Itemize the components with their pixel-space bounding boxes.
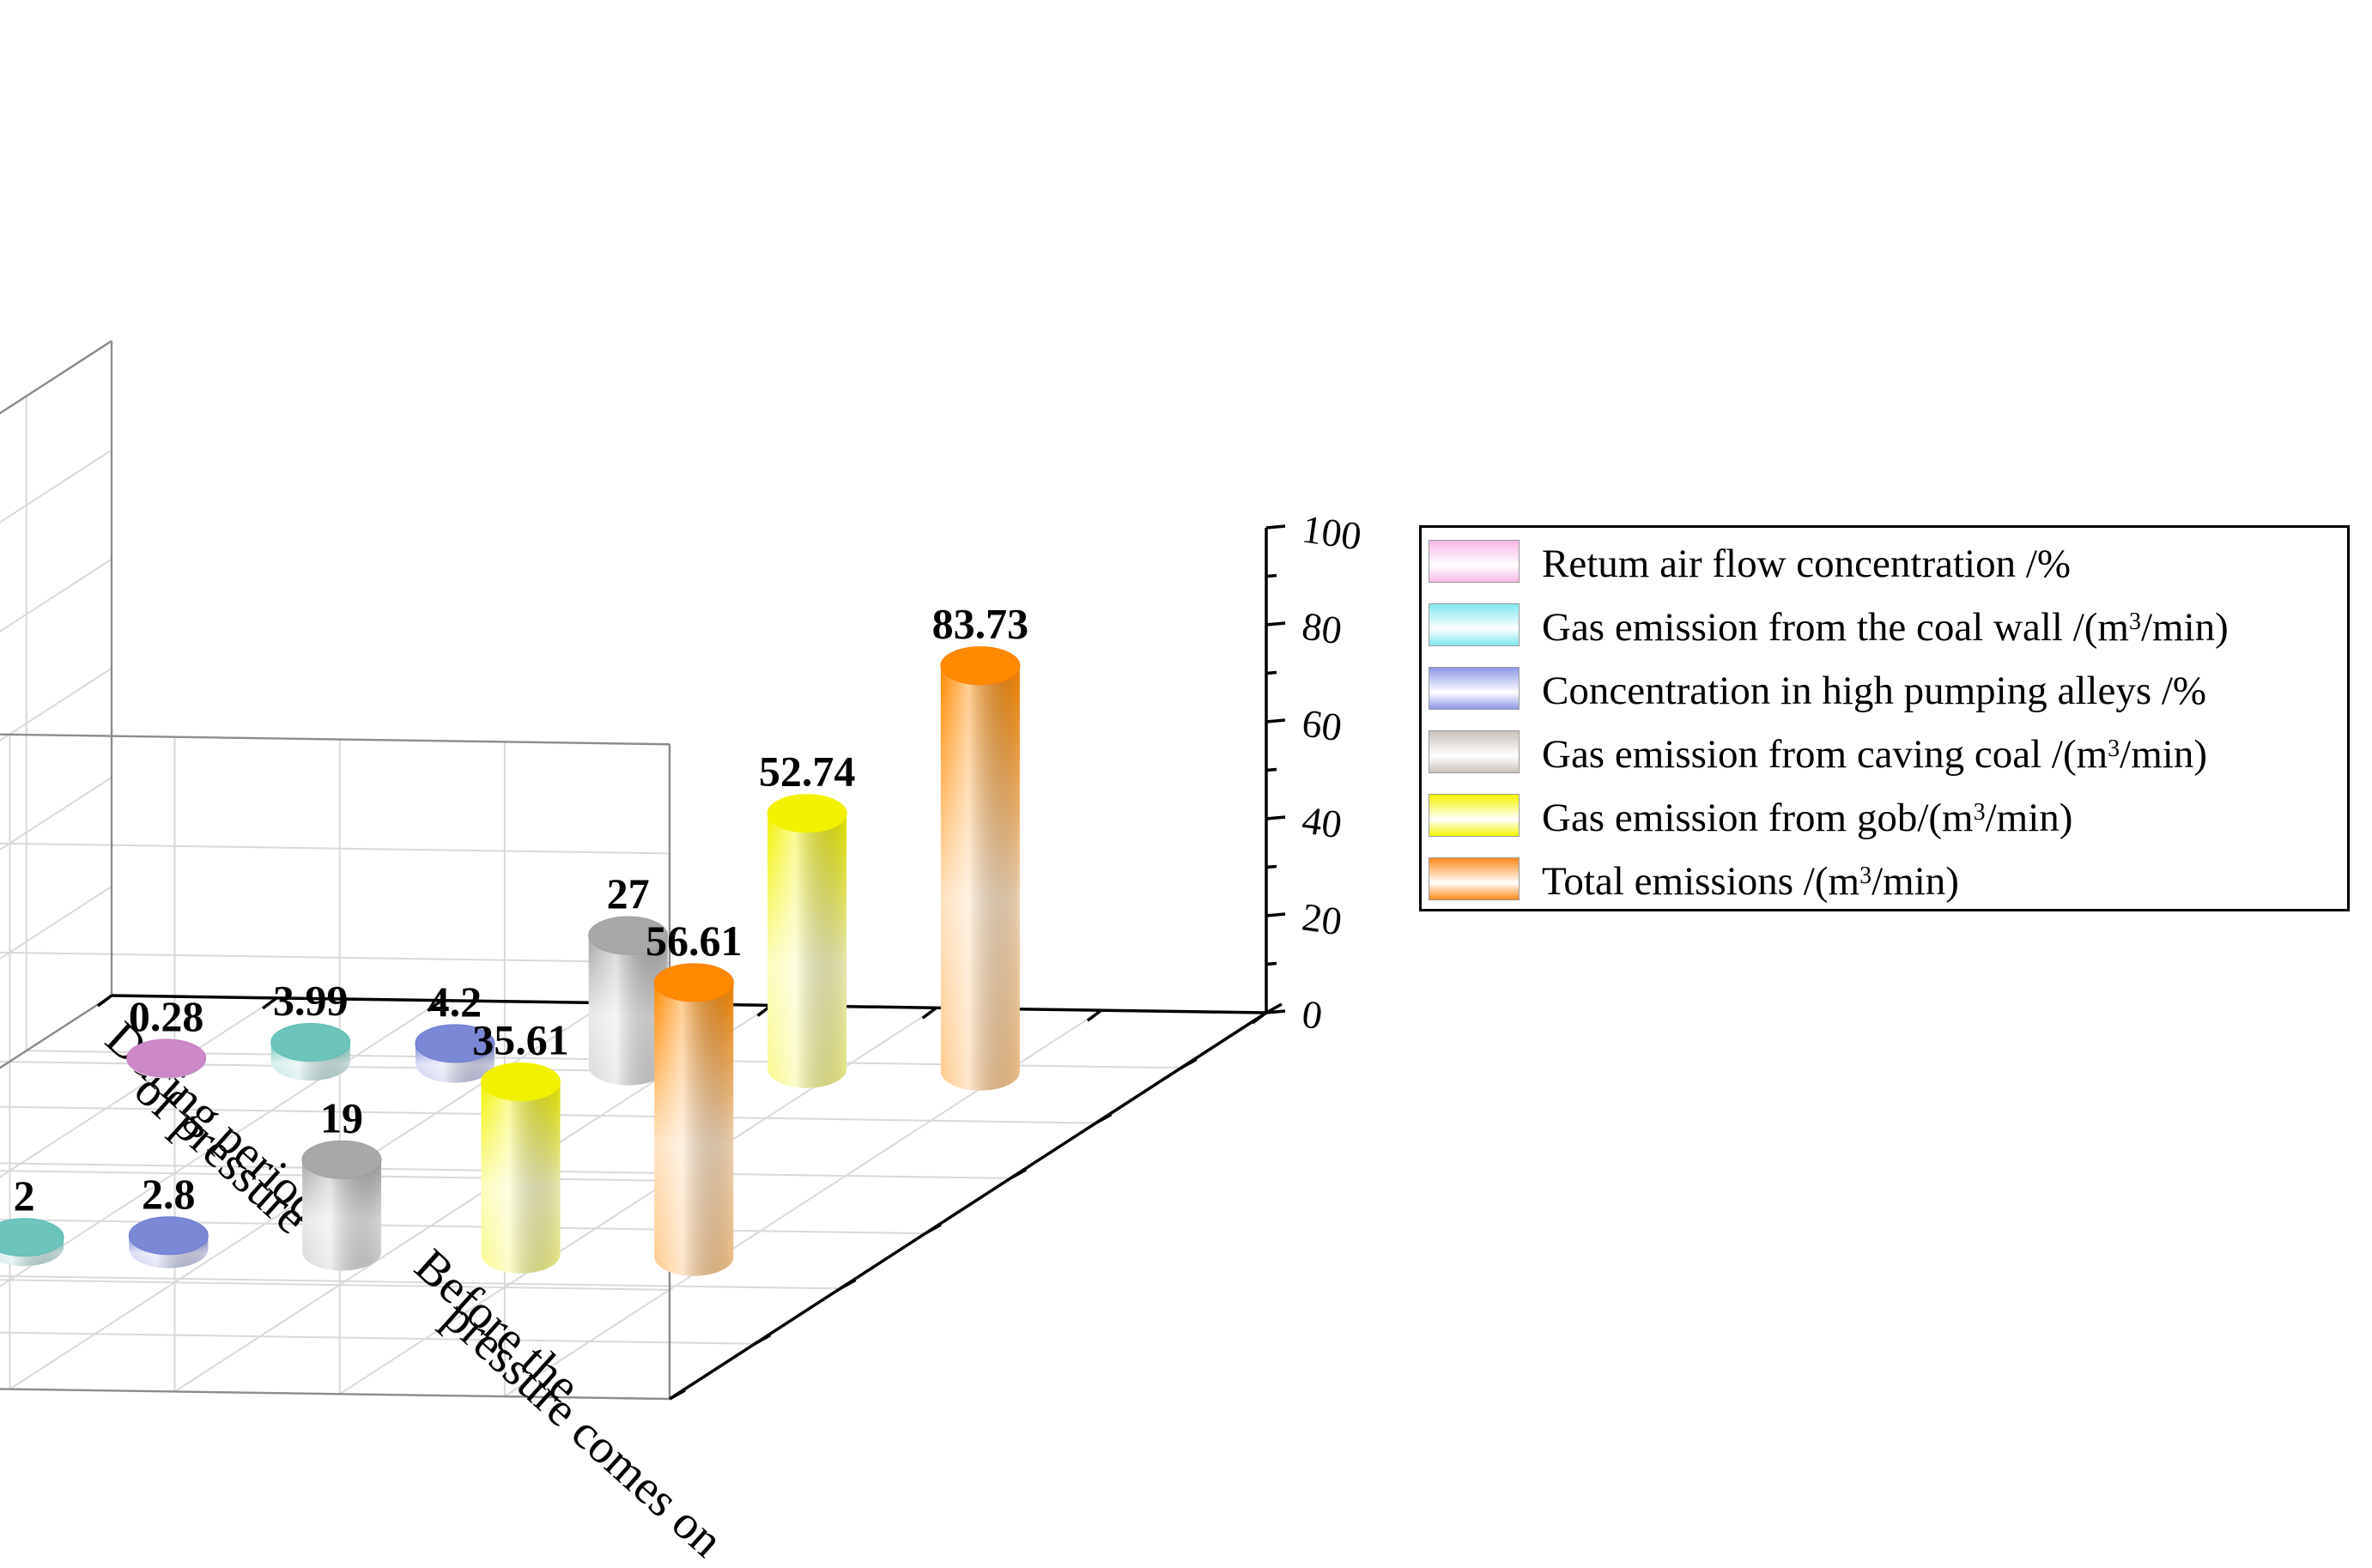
- legend-item: Gas emission from caving coal /(m3/min): [1422, 723, 2347, 787]
- bar-3-1: [301, 1140, 382, 1271]
- legend-label: Gas emission from caving coal /(m3/min): [1542, 732, 2207, 777]
- bar-3-0: [588, 916, 669, 1086]
- data-labels: 0.283.994.22752.7483.730.1822.81935.6156…: [14, 600, 1029, 1220]
- legend-label: Total emissions /(m3/min): [1542, 859, 1959, 904]
- legend-item: Gas emission from gob/(m3/min): [1422, 787, 2347, 851]
- legend-swatch: [1429, 667, 1520, 710]
- z-tick-label: 40: [1300, 797, 1345, 846]
- bar-1-0: [270, 1023, 351, 1081]
- legend-label: Retum air flow concentration /%: [1542, 542, 2072, 586]
- bar-cap: [301, 1140, 382, 1179]
- z-tick-label: 60: [1300, 700, 1345, 749]
- legend: Retum air flow concentration /% Gas emiss…: [1419, 525, 2350, 911]
- data-label: 56.61: [646, 917, 743, 965]
- legend-swatch: [1429, 857, 1520, 900]
- z-tick-label: 0: [1300, 991, 1326, 1038]
- bar-highlight: [940, 665, 1020, 1091]
- data-label: 83.73: [932, 600, 1029, 648]
- legend-item: Gas emission from the coal wall /(m3/min…: [1422, 596, 2347, 660]
- bar-5-0: [940, 646, 1021, 1091]
- bar-1-1: [0, 1218, 64, 1267]
- legend-label: Gas emission from the coal wall /(m3/min…: [1542, 605, 2229, 650]
- bar-0-0: [126, 1038, 207, 1079]
- bar-2-1: [128, 1216, 209, 1268]
- legend-swatch: [1429, 603, 1520, 646]
- bar-highlight: [767, 813, 847, 1088]
- legend-swatch: [1429, 794, 1520, 837]
- bar-cap: [653, 963, 734, 1002]
- bar-cap: [940, 646, 1021, 686]
- bar-highlight: [588, 935, 668, 1086]
- data-label: 52.74: [759, 748, 856, 796]
- bar-cap: [128, 1216, 209, 1256]
- legend-label: Gas emission from gob/(m3/min): [1542, 796, 2073, 840]
- bar-cap: [767, 794, 847, 833]
- data-label: 4.2: [428, 978, 482, 1026]
- category-label: pressure comes on: [434, 1291, 733, 1568]
- data-label: 27: [607, 869, 650, 917]
- bar-4-1: [481, 1062, 561, 1274]
- data-label: 2: [14, 1171, 35, 1220]
- bar-highlight: [654, 982, 734, 1276]
- legend-label: Concentration in high pumping alleys /%: [1542, 669, 2207, 713]
- bar-cap: [481, 1062, 561, 1102]
- z-tick-label: 20: [1300, 894, 1345, 943]
- data-label: 3.99: [273, 977, 349, 1025]
- bar-5-1: [653, 963, 734, 1276]
- bar-cap: [415, 1024, 495, 1063]
- legend-item: Retum air flow concentration /%: [1422, 533, 2347, 596]
- data-label: 0.28: [129, 992, 204, 1040]
- data-label: 19: [320, 1093, 363, 1141]
- bar-2-0: [415, 1024, 495, 1083]
- legend-item: Concentration in high pumping alleys /%: [1422, 660, 2347, 723]
- bar-highlight: [302, 1159, 382, 1271]
- data-label: 35.61: [472, 1016, 569, 1064]
- bar-cap: [0, 1218, 64, 1257]
- legend-item: Total emissions /(m3/min): [1422, 851, 2347, 914]
- legend-swatch: [1429, 540, 1520, 583]
- bar-4-0: [767, 794, 847, 1088]
- bar-cap: [270, 1023, 351, 1062]
- legend-swatch: [1429, 730, 1520, 773]
- bars: [0, 646, 1021, 1276]
- z-tick-label: 80: [1300, 603, 1345, 652]
- bar-highlight: [481, 1081, 561, 1274]
- z-tick-label: 100: [1300, 506, 1364, 558]
- bar-cap: [126, 1038, 207, 1078]
- bar-cap: [588, 916, 669, 955]
- data-label: 2.8: [142, 1170, 196, 1218]
